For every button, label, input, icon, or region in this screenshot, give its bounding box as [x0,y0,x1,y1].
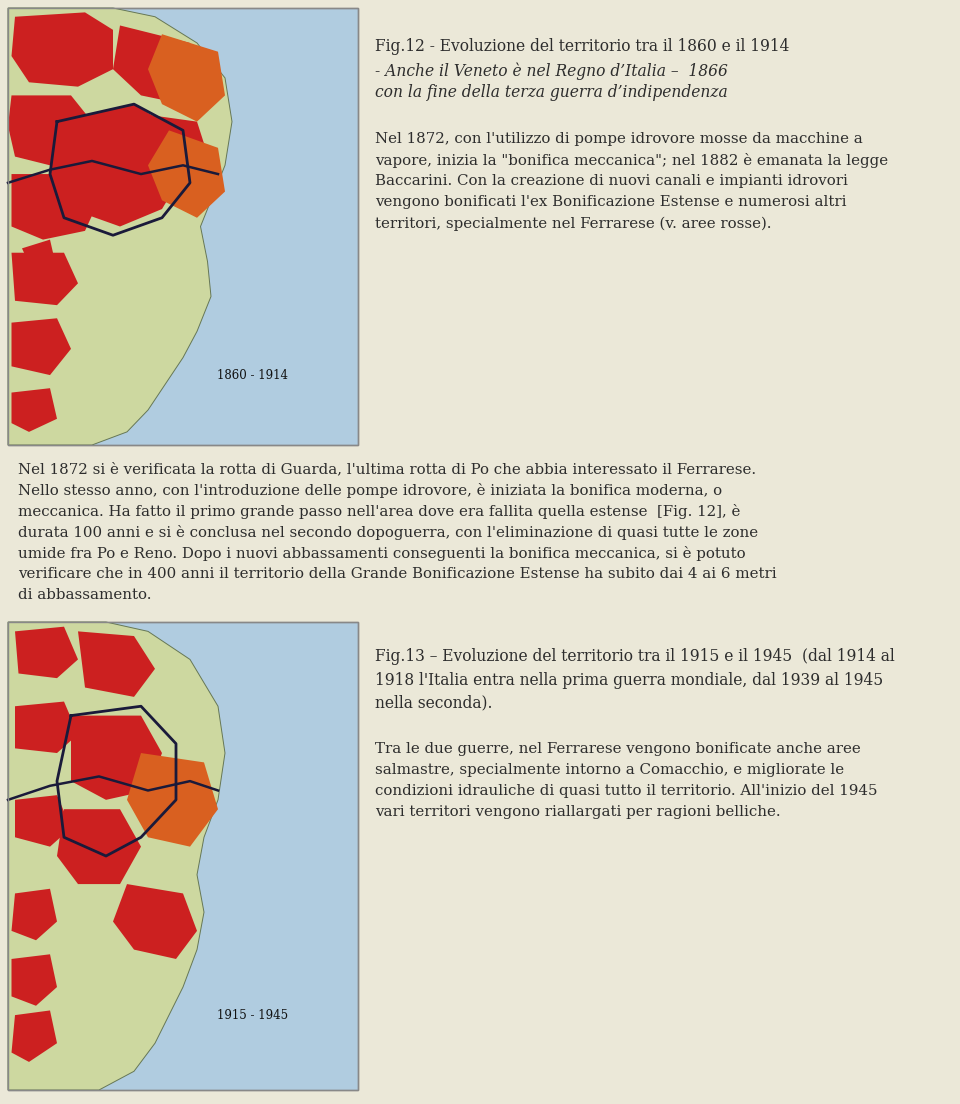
Text: Nello stesso anno, con l'introduzione delle pompe idrovore, è iniziata la bonifi: Nello stesso anno, con l'introduzione de… [18,484,722,498]
Polygon shape [22,240,57,279]
Polygon shape [12,389,57,432]
Text: salmastre, specialmente intorno a Comacchio, e migliorate le: salmastre, specialmente intorno a Comacc… [375,763,844,777]
Polygon shape [127,753,218,847]
Text: vari territori vengono riallargati per ragioni belliche.: vari territori vengono riallargati per r… [375,806,780,819]
Text: 1918 l'Italia entra nella prima guerra mondiale, dal 1939 al 1945: 1918 l'Italia entra nella prima guerra m… [375,672,883,689]
Polygon shape [113,884,197,959]
Polygon shape [12,889,57,941]
Polygon shape [78,631,155,697]
Polygon shape [8,95,92,166]
Text: nella seconda).: nella seconda). [375,694,492,711]
Polygon shape [57,809,141,884]
Text: Tra le due guerre, nel Ferrarese vengono bonificate anche aree: Tra le due guerre, nel Ferrarese vengono… [375,742,861,756]
Polygon shape [12,253,78,305]
Polygon shape [15,627,78,678]
Bar [8,8,358,445]
Text: 1860 - 1914: 1860 - 1914 [218,369,289,382]
Text: - Anche il Veneto è nel Regno d’Italia –  1866: - Anche il Veneto è nel Regno d’Italia –… [375,62,728,79]
Text: Fig.13 – Evoluzione del territorio tra il 1915 e il 1945  (dal 1914 al: Fig.13 – Evoluzione del territorio tra i… [375,648,895,665]
Polygon shape [8,8,232,445]
Polygon shape [15,795,71,847]
Bar [8,622,358,1090]
Polygon shape [120,113,211,200]
Polygon shape [12,954,57,1006]
Text: Fig.12 - Evoluzione del territorio tra il 1860 e il 1914: Fig.12 - Evoluzione del territorio tra i… [375,38,789,55]
Polygon shape [12,174,99,240]
Text: vapore, inizia la "bonifica meccanica"; nel 1882 è emanata la legge: vapore, inizia la "bonifica meccanica"; … [375,153,888,169]
Bar [8,8,358,445]
Text: condizioni idrauliche di quasi tutto il territorio. All'inizio del 1945: condizioni idrauliche di quasi tutto il … [375,785,877,798]
Polygon shape [148,130,225,217]
Polygon shape [15,701,78,753]
Text: territori, specialmente nel Ferrarese (v. aree rosse).: territori, specialmente nel Ferrarese (v… [375,216,772,231]
Text: Baccarini. Con la creazione di nuovi canali e impianti idrovori: Baccarini. Con la creazione di nuovi can… [375,174,848,189]
Text: Nel 1872 si è verificata la rotta di Guarda, l'ultima rotta di Po che abbia inte: Nel 1872 si è verificata la rotta di Gua… [18,461,756,476]
Text: meccanica. Ha fatto il primo grande passo nell'area dove era fallita quella este: meccanica. Ha fatto il primo grande pass… [18,505,740,519]
Polygon shape [148,34,225,121]
Text: di abbassamento.: di abbassamento. [18,588,152,602]
Text: verificare che in 400 anni il territorio della Grande Bonificazione Estense ha s: verificare che in 400 anni il territorio… [18,567,777,581]
Text: con la fine della terza guerra d’indipendenza: con la fine della terza guerra d’indipen… [375,84,728,100]
Polygon shape [12,12,113,86]
Polygon shape [113,25,204,104]
Text: umide fra Po e Reno. Dopo i nuovi abbassamenti conseguenti la bonifica meccanica: umide fra Po e Reno. Dopo i nuovi abbass… [18,546,746,561]
Polygon shape [12,318,71,375]
Text: durata 100 anni e si è conclusa nel secondo dopoguerra, con l'eliminazione di qu: durata 100 anni e si è conclusa nel seco… [18,526,758,540]
Bar [8,622,358,1090]
Polygon shape [50,104,183,226]
Text: vengono bonificati l'ex Bonificazione Estense e numerosi altri: vengono bonificati l'ex Bonificazione Es… [375,195,847,210]
Polygon shape [8,622,225,1090]
Polygon shape [12,1010,57,1062]
Text: 1915 - 1945: 1915 - 1945 [217,1009,289,1021]
Polygon shape [71,715,162,799]
Text: Nel 1872, con l'utilizzo di pompe idrovore mosse da macchine a: Nel 1872, con l'utilizzo di pompe idrovo… [375,132,863,147]
